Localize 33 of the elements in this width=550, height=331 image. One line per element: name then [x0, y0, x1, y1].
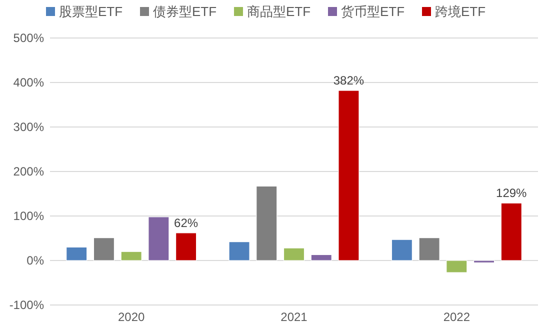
y-tick-label: 500% — [13, 31, 44, 46]
bar — [391, 239, 412, 261]
x-tick-label: 2020 — [118, 310, 146, 324]
bar — [148, 216, 170, 261]
bar — [256, 186, 278, 261]
data-label: 62% — [174, 216, 198, 230]
y-tick-label: -100% — [9, 298, 44, 312]
x-tick-label: 2022 — [443, 310, 470, 324]
y-tick-label: 100% — [13, 209, 44, 224]
bar — [120, 251, 142, 261]
bar — [473, 260, 495, 264]
legend-label: 跨境ETF — [435, 4, 486, 19]
bar — [338, 90, 360, 261]
bar — [93, 238, 115, 261]
y-tick-label: 200% — [13, 164, 44, 179]
bar — [500, 202, 522, 261]
y-tick-label: 0% — [26, 254, 44, 268]
legend-label: 货币型ETF — [341, 4, 405, 19]
bar — [283, 248, 305, 261]
bar — [66, 246, 88, 261]
bar — [310, 254, 332, 261]
bar — [176, 232, 197, 261]
legend-label: 商品型ETF — [247, 4, 311, 19]
data-label: 382% — [333, 74, 364, 88]
data-label: 129% — [496, 186, 528, 200]
y-tick-label: 400% — [13, 76, 44, 90]
legend-label: 股票型ETF — [59, 4, 123, 19]
y-tick-label: 300% — [13, 120, 44, 134]
bar — [418, 238, 440, 261]
bar — [228, 242, 250, 261]
bar — [446, 260, 468, 273]
legend-label: 债券型ETF — [153, 4, 217, 19]
x-tick-label: 2021 — [280, 310, 308, 324]
